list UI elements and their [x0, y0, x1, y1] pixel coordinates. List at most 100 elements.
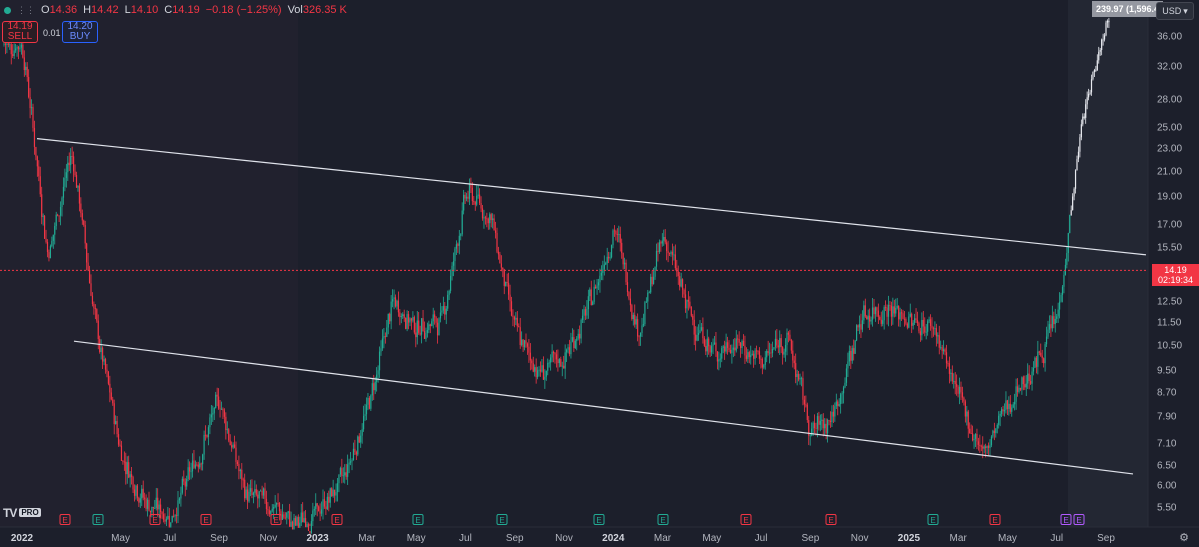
earnings-event-badge[interactable]: E: [92, 514, 104, 525]
candle-body: [120, 445, 123, 461]
candle-body: [496, 232, 498, 252]
candle-body: [713, 342, 716, 345]
price-tick-label: 21.00: [1157, 166, 1183, 178]
time-tick-label: Nov: [850, 533, 869, 544]
candle-body: [277, 502, 279, 504]
candle-body: [958, 386, 961, 394]
candle-body: [1043, 358, 1045, 364]
earnings-event-badge[interactable]: E: [200, 514, 212, 525]
candle-body: [790, 340, 792, 351]
earnings-event-badge[interactable]: E: [1073, 514, 1085, 525]
candle-body: [687, 299, 689, 302]
candle-body: [220, 408, 223, 410]
candle-body: [661, 240, 663, 244]
earnings-event-badge[interactable]: E: [825, 514, 837, 525]
candle-body: [811, 428, 813, 436]
candle-body: [389, 313, 391, 322]
candle-body: [682, 279, 684, 290]
earnings-event-badge[interactable]: E: [989, 514, 1001, 525]
candle-body: [257, 494, 259, 499]
candle-body: [1101, 39, 1103, 50]
candle-body: [632, 314, 634, 320]
candle-body: [86, 243, 88, 263]
candle-body: [626, 282, 629, 293]
tradingview-logo[interactable]: TV PRO: [3, 506, 41, 520]
candle-body: [296, 517, 298, 526]
earnings-event-badge[interactable]: E: [412, 514, 424, 525]
candle-body: [1060, 294, 1062, 302]
candle-body: [734, 347, 736, 351]
currency-button[interactable]: USD ▾: [1156, 2, 1194, 20]
time-tick-label: Jul: [754, 533, 768, 544]
trendline-2[interactable]: [73, 340, 1134, 475]
candle-body: [207, 427, 210, 437]
price-tick-label: 8.70: [1157, 387, 1177, 399]
candle-body: [919, 331, 921, 336]
candle-body: [402, 314, 404, 317]
candle-body: [273, 507, 275, 509]
candle-body: [700, 327, 703, 331]
candle-body: [287, 511, 289, 513]
candle-body: [209, 417, 211, 428]
candle-body: [812, 422, 814, 429]
candle-body: [1057, 309, 1059, 317]
candle-body: [358, 436, 360, 443]
candle-body: [877, 310, 879, 317]
candle-body: [896, 305, 898, 308]
earnings-event-badge[interactable]: E: [593, 514, 605, 525]
sell-button[interactable]: 14.19 SELL: [2, 21, 38, 43]
candle-body: [929, 319, 932, 326]
candle-body: [341, 468, 343, 476]
candle-body: [803, 399, 805, 405]
candle-body: [299, 522, 301, 528]
earnings-event-badge[interactable]: E: [740, 514, 752, 525]
candle-body: [741, 340, 743, 349]
candle-body: [566, 349, 568, 353]
candle-body: [99, 339, 101, 353]
buy-button[interactable]: 14.20 BUY: [62, 21, 98, 43]
candle-body: [809, 435, 811, 437]
price-tick-label: 6.00: [1157, 480, 1177, 492]
trendline-1[interactable]: [36, 138, 1147, 256]
candle-body: [1022, 377, 1024, 385]
high-label: H: [83, 4, 92, 16]
earnings-event-badge[interactable]: E: [59, 514, 71, 525]
candle-body: [616, 234, 618, 235]
earnings-event-badge[interactable]: E: [1060, 514, 1072, 525]
candle-body: [497, 251, 500, 255]
earnings-event-badge[interactable]: E: [331, 514, 343, 525]
earnings-event-badge[interactable]: E: [927, 514, 939, 525]
candle-body: [570, 341, 572, 355]
earnings-event-badge[interactable]: E: [270, 514, 282, 525]
earnings-event-badge[interactable]: E: [657, 514, 669, 525]
time-tick-label: Jul: [459, 533, 472, 544]
candle-body: [286, 512, 288, 518]
candle-body: [232, 444, 234, 448]
candle-body: [879, 316, 881, 320]
candle-body: [361, 429, 363, 436]
legend-menu-icon[interactable]: ⋮⋮: [17, 4, 35, 15]
earnings-event-badge[interactable]: E: [496, 514, 508, 525]
candle-body: [67, 162, 69, 173]
candle-body: [667, 251, 669, 254]
candle-body: [455, 244, 457, 249]
candle-body: [1018, 387, 1020, 392]
candle-body: [1088, 94, 1090, 98]
candle-body: [1108, 20, 1110, 23]
time-tick-label: Nov: [259, 533, 278, 544]
candle-body: [309, 530, 311, 534]
trendlines[interactable]: [36, 138, 1147, 475]
candle-body: [190, 471, 192, 473]
candle-body: [342, 475, 344, 477]
candle-body: [203, 434, 205, 455]
gear-icon[interactable]: ⚙: [1179, 532, 1189, 544]
candle-body: [197, 464, 199, 468]
candle-body: [187, 467, 189, 480]
candle-body: [911, 313, 913, 326]
candle-body: [463, 194, 465, 211]
earnings-event-badge[interactable]: E: [149, 514, 161, 525]
market-status-dot: [4, 6, 11, 14]
candle-body: [613, 230, 616, 232]
candle-body: [1053, 316, 1055, 325]
